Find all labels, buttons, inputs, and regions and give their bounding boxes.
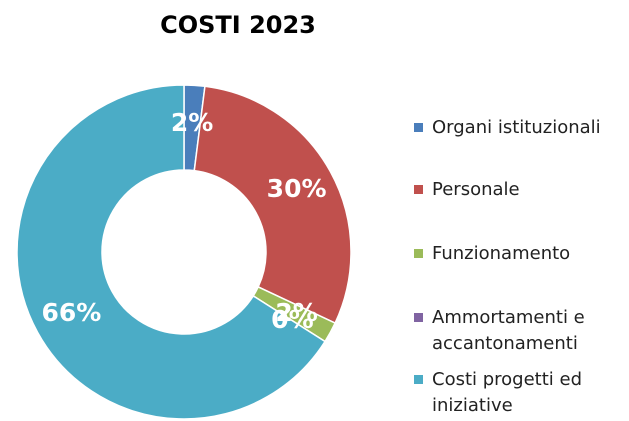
legend-swatch xyxy=(414,375,423,384)
legend-label: Personale xyxy=(432,179,520,200)
chart-title: COSTI 2023 xyxy=(160,11,316,39)
value-label: 2% xyxy=(171,108,213,137)
legend-item: Funzionamento xyxy=(414,241,614,267)
legend-swatch xyxy=(414,185,423,194)
legend-label: Organi istituzionali xyxy=(432,117,601,138)
donut-slice xyxy=(16,84,327,420)
value-label: 2% xyxy=(275,298,317,327)
legend-item: Ammortamenti e accantonamenti xyxy=(414,305,614,357)
legend-label: Costi progetti ed iniziative xyxy=(432,369,583,416)
legend-item: Personale xyxy=(414,177,614,203)
legend-swatch xyxy=(414,249,423,258)
legend-item: Costi progetti ed iniziative xyxy=(414,367,614,419)
legend-item: Organi istituzionali xyxy=(414,115,614,141)
legend-swatch xyxy=(414,123,423,132)
legend-label: Funzionamento xyxy=(432,243,571,264)
legend-label: Ammortamenti e accantonamenti xyxy=(432,307,585,354)
value-label: 66% xyxy=(41,298,101,327)
value-label: 0% xyxy=(271,305,313,334)
legend-swatch xyxy=(414,313,423,322)
donut-slice xyxy=(193,85,352,325)
value-label: 30% xyxy=(267,174,327,203)
